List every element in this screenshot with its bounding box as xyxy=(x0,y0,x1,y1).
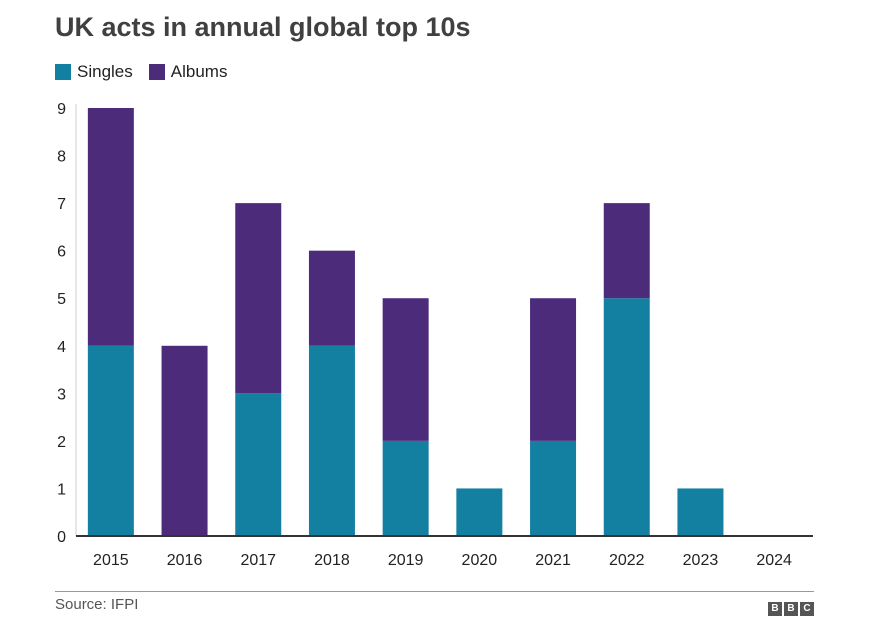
legend-swatch-albums xyxy=(148,64,165,80)
x-tick-label-2019: 2019 xyxy=(388,552,424,569)
bar-singles-2018 xyxy=(308,345,355,536)
x-tick-label-2018: 2018 xyxy=(314,552,350,569)
y-tick-label-9: 9 xyxy=(57,101,66,118)
bar-albums-2017 xyxy=(235,203,282,394)
bar-albums-2015 xyxy=(87,108,134,346)
source-note: Source: IFPI xyxy=(55,596,139,613)
bar-singles-2015 xyxy=(87,345,134,536)
bar-albums-2019 xyxy=(382,298,429,441)
x-tick-label-2021: 2021 xyxy=(535,552,571,569)
y-tick-label-1: 1 xyxy=(57,481,66,498)
bar-albums-2021 xyxy=(530,298,577,441)
bbc-logo: B B C xyxy=(766,602,814,616)
y-tick-label-8: 8 xyxy=(57,149,66,166)
legend-label-albums: Albums xyxy=(170,62,228,81)
legend: Singles Albums xyxy=(55,62,243,82)
x-tick-label-2020: 2020 xyxy=(462,552,498,569)
bbc-logo-letter-1: B xyxy=(768,602,782,616)
y-tick-label-5: 5 xyxy=(57,291,66,308)
chart-title: UK acts in annual global top 10s xyxy=(55,12,471,42)
footer-divider xyxy=(55,591,814,592)
x-tick-label-2016: 2016 xyxy=(167,552,203,569)
x-tick-label-2022: 2022 xyxy=(609,552,645,569)
x-tick-label-2023: 2023 xyxy=(683,552,719,569)
legend-item-singles: Singles xyxy=(55,62,133,82)
bar-singles-2020 xyxy=(456,488,503,536)
bar-singles-2023 xyxy=(677,488,724,536)
x-tick-label-2024: 2024 xyxy=(756,552,792,569)
y-tick-label-2: 2 xyxy=(57,434,66,451)
bbc-logo-letter-3: C xyxy=(800,602,814,616)
bar-singles-2019 xyxy=(382,440,429,536)
legend-item-albums: Albums xyxy=(148,62,228,82)
bbc-logo-letter-2: B xyxy=(784,602,798,616)
x-tick-label-2015: 2015 xyxy=(93,552,129,569)
y-tick-label-0: 0 xyxy=(57,529,66,546)
y-tick-label-4: 4 xyxy=(57,339,66,356)
y-tick-label-6: 6 xyxy=(57,244,66,261)
bar-albums-2022 xyxy=(603,203,650,299)
y-tick-label-7: 7 xyxy=(57,196,66,213)
y-tick-label-3: 3 xyxy=(57,386,66,403)
bar-singles-2021 xyxy=(530,440,577,536)
bar-albums-2018 xyxy=(308,250,355,346)
legend-swatch-singles xyxy=(55,64,71,80)
bar-albums-2016 xyxy=(161,345,208,536)
legend-label-singles: Singles xyxy=(77,62,133,81)
bar-singles-2022 xyxy=(603,298,650,536)
x-tick-label-2017: 2017 xyxy=(240,552,276,569)
bar-singles-2017 xyxy=(235,393,282,536)
